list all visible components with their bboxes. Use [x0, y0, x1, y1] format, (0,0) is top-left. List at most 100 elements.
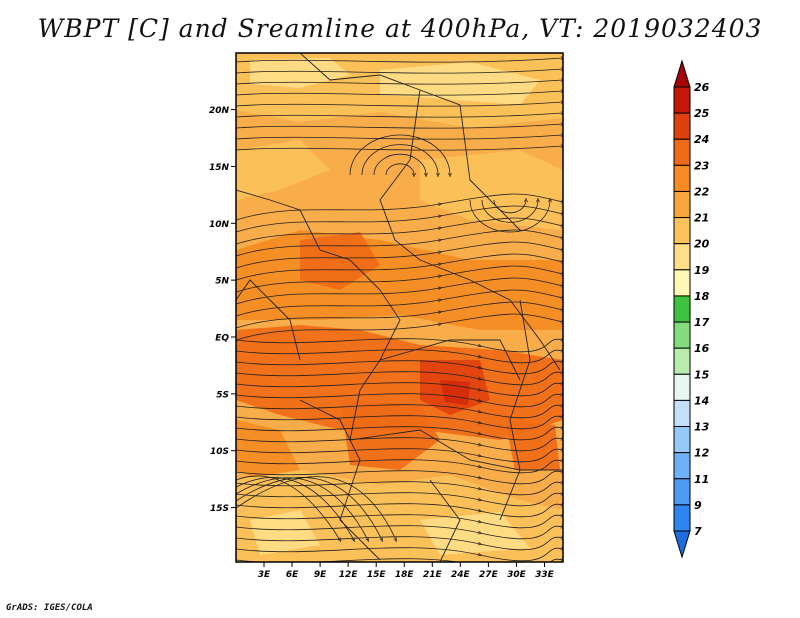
wbpt-patch: [250, 510, 320, 555]
colorbar-box: [673, 138, 691, 166]
wbpt-patch: [420, 512, 530, 555]
colorbar-label: 16: [694, 342, 710, 355]
streamline: [236, 383, 563, 397]
streamline: [236, 482, 563, 496]
streamline: [236, 80, 563, 85]
streamline: [236, 361, 563, 375]
lon-tick-label: 9E: [314, 570, 327, 580]
streamline: [236, 146, 563, 151]
wbpt-patch: [380, 62, 540, 105]
streamline: [361, 144, 438, 175]
streamline: [236, 350, 563, 364]
colorbar-box: [673, 399, 691, 428]
border-line: [349, 289, 401, 441]
colorbar-bottom-triangle: [673, 530, 691, 559]
lat-tick-label: EQ: [215, 334, 229, 344]
streamline: [236, 58, 563, 63]
streamline: [236, 559, 563, 562]
lon-tick-label: 27E: [479, 570, 499, 580]
streamline: [236, 477, 368, 540]
colorbar: 26 25 24 23 22 21 20 19 18 17 16 15 14 13 12 11 9 7: [673, 59, 710, 559]
wbpt-patch: [440, 380, 470, 405]
streamline: [236, 113, 563, 118]
streamline: [236, 313, 563, 341]
chart-title: WBPT [C] and Sreamline at 400hPa, VT: 20…: [37, 14, 763, 43]
colorbar-label: 7: [694, 525, 702, 538]
colorbar-label: 9: [694, 499, 702, 512]
streamline: [349, 134, 450, 175]
lat-tick-label: 20N: [209, 106, 230, 116]
lon-tick-label: 6E: [286, 570, 299, 580]
lon-tick-label: 21E: [423, 570, 443, 580]
colorbar-label: 26: [694, 81, 710, 94]
lon-tick-label: 30E: [507, 570, 527, 580]
streamline: [236, 405, 563, 419]
border-line: [419, 259, 561, 371]
streamline: [236, 241, 563, 269]
streamline: [236, 217, 563, 245]
streamline: [236, 449, 563, 463]
streamline: [385, 163, 414, 175]
streamline: [236, 526, 563, 540]
wbpt-patch: [236, 420, 300, 480]
streamline: [236, 339, 563, 353]
wbpt-patch: [420, 150, 563, 230]
streamline: [236, 477, 354, 540]
colorbar-box: [673, 321, 691, 349]
wbpt-patch: [236, 140, 330, 200]
lon-tick-label: 12E: [339, 570, 359, 580]
streamline: [236, 205, 563, 233]
colorbar-label: 20: [694, 238, 710, 251]
country-borders: [236, 53, 563, 562]
lat-tick-label: 10N: [209, 220, 230, 230]
colorbar-box: [673, 478, 691, 506]
streamline: [236, 253, 563, 281]
border-line: [429, 479, 461, 562]
colorbar-label: 12: [694, 447, 710, 460]
streamline: [236, 416, 563, 430]
colorbar-label: 13: [694, 421, 710, 434]
border-line: [299, 399, 381, 561]
colorbar-label: 19: [694, 264, 710, 277]
colorbar-box: [673, 452, 691, 480]
streamline: [469, 200, 550, 233]
streamline: [236, 427, 563, 441]
streamline: [236, 471, 563, 485]
streamline: [236, 476, 396, 540]
colorbar-box: [673, 112, 691, 140]
streamline: [236, 548, 563, 562]
credit-text: GrADS: IGES/COLA: [6, 603, 93, 613]
streamlines: [236, 58, 563, 562]
lon-tick-label: 3E: [258, 570, 271, 580]
streamline: [236, 372, 563, 386]
wbpt-patch: [236, 325, 563, 440]
colorbar-label: 24: [694, 133, 709, 146]
streamline: [236, 438, 563, 452]
colorbar-box: [673, 269, 691, 297]
streamline: [236, 265, 563, 293]
wbpt-patch: [340, 400, 440, 470]
wbpt-patch: [420, 360, 490, 415]
wbpt-patch: [250, 58, 350, 88]
colorbar-label: 25: [694, 107, 710, 120]
border-line: [379, 89, 421, 261]
streamline: [236, 460, 563, 474]
wbpt-patch: [236, 230, 563, 330]
streamline: [236, 301, 563, 329]
streamline: [236, 193, 563, 221]
colorbar-top-triangle: [673, 59, 691, 88]
border-line: [236, 189, 381, 291]
colorbar-box: [673, 504, 691, 532]
map-frame: [235, 52, 564, 563]
lat-tick-label: 15S: [210, 504, 229, 514]
border-line: [499, 299, 531, 521]
streamline: [236, 537, 563, 551]
streamline: [236, 289, 563, 317]
border-line: [299, 53, 521, 231]
wbpt-patch: [236, 53, 563, 128]
lat-tick-label: 5N: [215, 277, 229, 287]
colorbar-box: [673, 217, 691, 245]
latitude-axis: 20N 15N 10N 5N EQ 5S 10S 15S: [209, 106, 236, 514]
wbpt-field-background: [236, 53, 563, 562]
colorbar-box: [673, 190, 691, 219]
